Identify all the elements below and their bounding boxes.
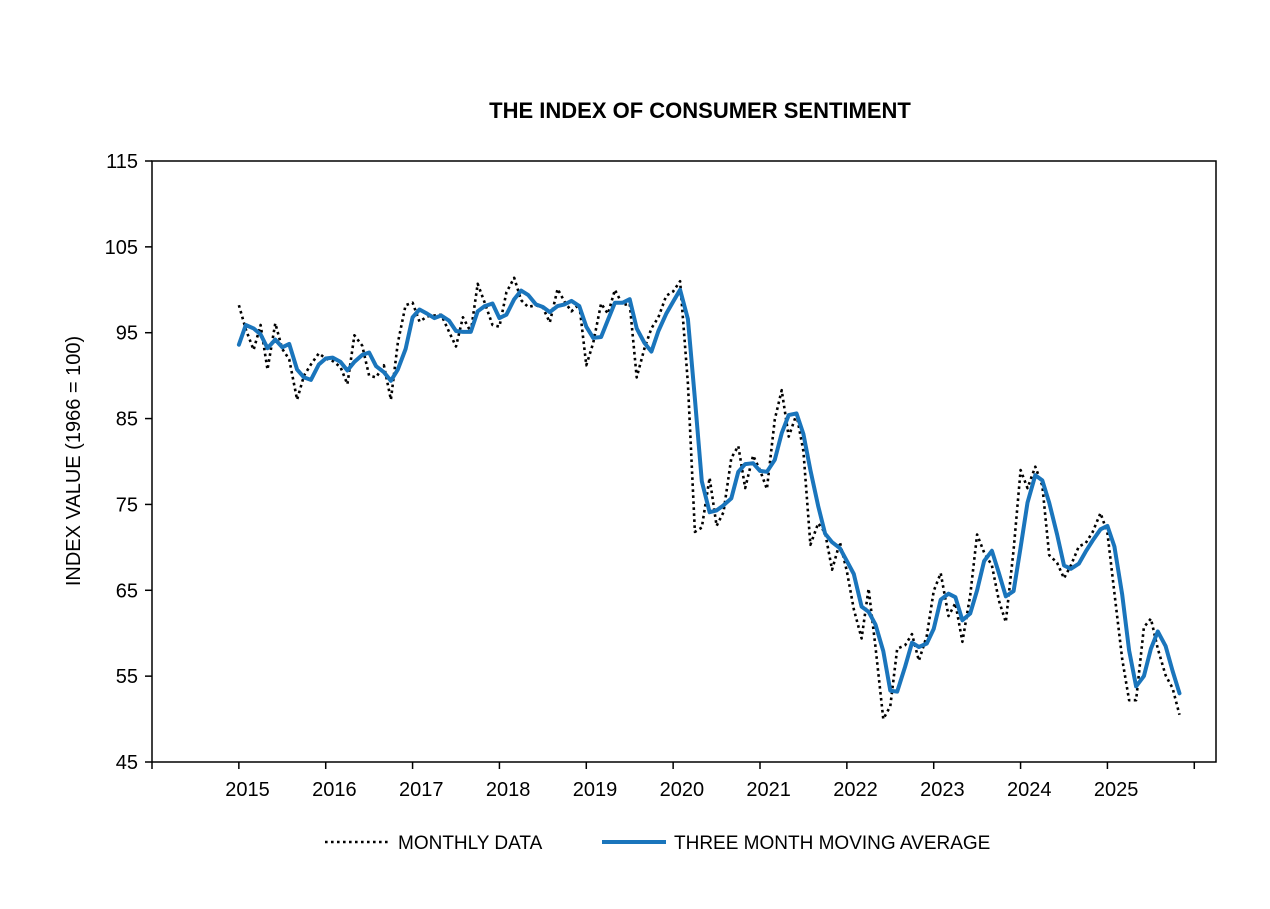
x-tick-label: 2020 [660,779,705,801]
y-tick-label: 75 [116,494,138,516]
x-tick-label: 2024 [1007,779,1052,801]
x-tick-label: 2025 [1094,779,1139,801]
moving-average-line [236,287,1182,696]
x-tick-label: 2018 [486,779,531,801]
x-axis-ticks: 2015 2016 2017 2018 2019 2020 2021 2022 2023 2024… [151,762,1196,801]
x-tick-label: 2021 [746,779,791,801]
legend: MONTHLY DATA THREE MONTH MOVING AVERAGE [325,833,990,854]
x-tick-label: 2017 [399,779,444,801]
x-tick-label: 2022 [833,779,878,801]
chart-title: THE INDEX OF CONSUMER SENTIMENT [489,98,911,123]
y-tick-label: 65 [116,580,138,602]
plot-area-frame [151,160,1217,763]
y-tick-label: 115 [106,151,138,173]
x-tick-label: 2015 [225,779,270,801]
y-axis-label: INDEX VALUE (1966 = 100) [63,336,85,586]
y-tick-label: 95 [116,323,138,345]
legend-monthly-label: MONTHLY DATA [398,833,543,854]
y-tick-label: 105 [105,237,138,259]
y-axis-ticks: 45 55 65 75 85 95 105 115 [105,151,152,774]
y-tick-label: 55 [116,666,138,688]
x-tick-label: 2019 [573,779,618,801]
series-lines [236,276,1182,721]
x-tick-label: 2023 [920,779,965,801]
x-tick-label: 2016 [312,779,357,801]
y-tick-label: 85 [116,409,138,431]
legend-average-label: THREE MONTH MOVING AVERAGE [674,833,990,854]
monthly-data-line [237,276,1181,721]
y-tick-label: 45 [116,752,138,774]
